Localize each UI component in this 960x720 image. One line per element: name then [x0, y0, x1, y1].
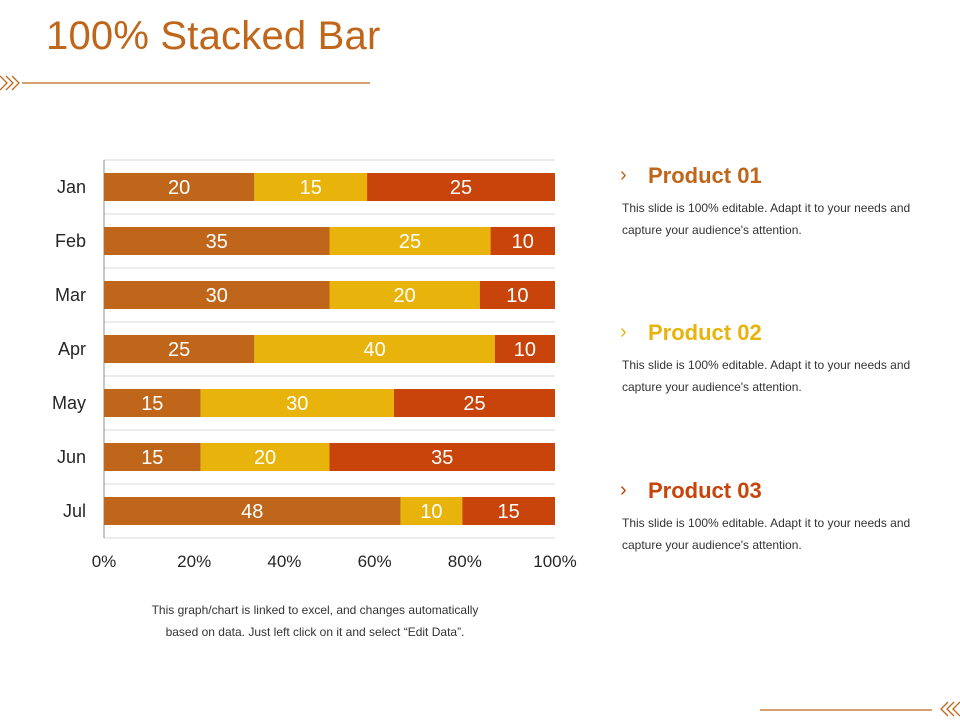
- footnote-line-1: This graph/chart is linked to excel, and…: [151, 603, 479, 617]
- bar-segment: [393, 389, 555, 417]
- double-chevron-right-icon: [0, 75, 20, 91]
- x-tick-label: 20%: [177, 552, 211, 571]
- bar-segment: [329, 227, 491, 255]
- stacked-bar-chart: Jan 20 15 25 Feb 35 25 10 Mar 30 20 10 Apr 25 40 10 May 1…: [52, 159, 577, 571]
- product-02-name: Product 02: [648, 320, 762, 345]
- data-label: 10: [506, 285, 528, 307]
- x-tick-label: 0%: [92, 552, 117, 571]
- category-label: Jul: [63, 501, 86, 521]
- bar-segment: [104, 335, 255, 363]
- bar-segment: [479, 281, 555, 309]
- x-tick-label: 100%: [533, 552, 576, 571]
- category-label: Mar: [55, 285, 86, 305]
- bar-segment: [400, 497, 463, 525]
- data-label: 25: [463, 393, 485, 415]
- slide-title: 100% Stacked Bar: [46, 14, 381, 58]
- chevron-right-icon: ›: [620, 163, 627, 186]
- data-label: 25: [450, 177, 472, 199]
- category-label: Feb: [55, 231, 86, 251]
- bar-segment: [490, 227, 555, 255]
- double-chevron-left-icon: [940, 701, 960, 717]
- data-label: 20: [394, 285, 416, 307]
- x-tick-label: 80%: [448, 552, 482, 571]
- product-01-block: › Product 01 This slide is 100% editable…: [620, 161, 940, 241]
- bar-segment: [104, 173, 255, 201]
- category-label: May: [52, 393, 86, 413]
- bar-segment: [104, 227, 330, 255]
- product-01-name: Product 01: [648, 163, 762, 188]
- bar-segment: [494, 335, 555, 363]
- data-label: 30: [286, 393, 308, 415]
- bar-segment: [104, 389, 201, 417]
- product-01-description: This slide is 100% editable. Adapt it to…: [622, 201, 911, 237]
- bar-segment: [104, 497, 401, 525]
- bar-segment: [200, 389, 394, 417]
- bar-segment: [104, 443, 201, 471]
- data-label: 20: [254, 447, 276, 469]
- bar-segment: [254, 335, 495, 363]
- x-tick-label: 40%: [267, 552, 301, 571]
- data-label: 10: [512, 231, 534, 253]
- product-03-description: This slide is 100% editable. Adapt it to…: [622, 516, 911, 552]
- category-label: Apr: [58, 339, 86, 359]
- product-02-description: This slide is 100% editable. Adapt it to…: [622, 358, 911, 394]
- product-02-block: › Product 02 This slide is 100% editable…: [620, 318, 940, 398]
- bar-segment: [367, 173, 555, 201]
- bar-segment: [329, 443, 555, 471]
- data-label: 35: [431, 447, 453, 469]
- chevron-right-icon: ›: [620, 320, 627, 343]
- data-label: 48: [241, 501, 263, 523]
- top-divider: [0, 75, 370, 91]
- product-03-block: › Product 03 This slide is 100% editable…: [620, 476, 940, 556]
- footnote-line-2: based on data. Just left click on it and…: [165, 625, 465, 639]
- bar-segment: [254, 173, 368, 201]
- data-label: 15: [300, 177, 322, 199]
- data-label: 25: [399, 231, 421, 253]
- bottom-divider: [760, 701, 960, 717]
- data-label: 25: [168, 339, 190, 361]
- data-label: 15: [141, 447, 163, 469]
- product-03-name: Product 03: [648, 478, 762, 503]
- data-label: 10: [420, 501, 442, 523]
- data-label: 35: [206, 231, 228, 253]
- data-label: 10: [514, 339, 536, 361]
- bar-segment: [200, 443, 330, 471]
- data-label: 15: [498, 501, 520, 523]
- category-label: Jan: [57, 177, 86, 197]
- category-label: Jun: [57, 447, 86, 467]
- bar-segment: [462, 497, 555, 525]
- data-label: 40: [363, 339, 385, 361]
- x-tick-label: 60%: [358, 552, 392, 571]
- data-label: 15: [141, 393, 163, 415]
- data-label: 30: [206, 285, 228, 307]
- bar-segment: [329, 281, 480, 309]
- data-label: 20: [168, 177, 190, 199]
- chevron-right-icon: ›: [620, 478, 627, 501]
- chart-footnote: This graph/chart is linked to excel, and…: [130, 599, 500, 643]
- bar-segment: [104, 281, 330, 309]
